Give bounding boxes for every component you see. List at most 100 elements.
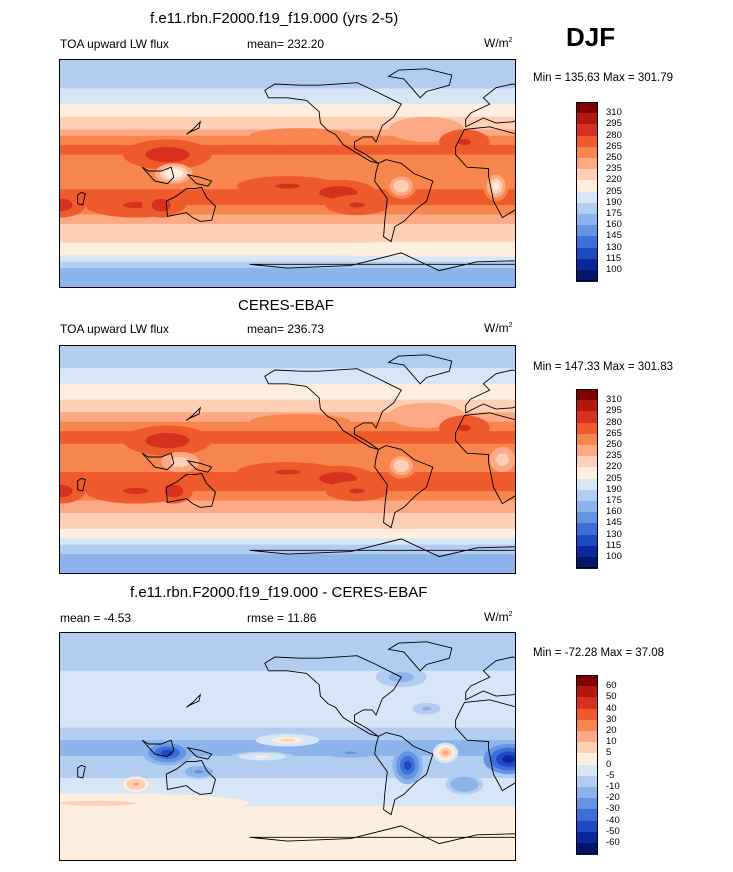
coastline — [264, 368, 402, 450]
coastlines — [77, 354, 515, 558]
lat-band — [60, 456, 515, 461]
lat-band — [60, 236, 515, 241]
lat-band — [60, 837, 515, 842]
lat-band — [60, 494, 515, 498]
colorbar-tick-label: 265 — [606, 427, 622, 439]
lat-band — [60, 377, 515, 382]
coastline — [186, 693, 202, 708]
colorbar-swatch — [576, 697, 598, 710]
lat-band — [60, 148, 515, 153]
lat-band — [60, 141, 515, 146]
colorbar-swatch — [576, 225, 598, 237]
colorbar-swatch — [576, 512, 598, 524]
lat-band — [60, 164, 515, 168]
colorbar-swatch — [576, 158, 598, 170]
colorbar-tick-label: 250 — [606, 152, 622, 163]
lat-band — [60, 220, 515, 225]
coastline — [141, 452, 175, 471]
colorbar-tick-label: 175 — [606, 208, 622, 219]
lat-band — [60, 82, 515, 86]
field-contour — [459, 781, 470, 787]
lat-band — [60, 815, 515, 820]
colorbar-swatch — [576, 400, 598, 412]
lat-band — [60, 104, 515, 108]
colorbar-tick-label: 50 — [606, 691, 617, 703]
lat-band — [60, 157, 515, 162]
field-anomalies — [60, 667, 515, 814]
lat-band — [60, 787, 515, 792]
panel-3-map — [59, 632, 516, 861]
lat-band — [60, 358, 515, 363]
lat-band — [60, 771, 515, 776]
field-contour — [161, 749, 174, 756]
panel-2-left-label: TOA upward LW flux — [60, 322, 169, 336]
colorbar-swatch — [576, 270, 598, 282]
lat-band — [60, 774, 515, 779]
colorbar-tick-label: 130 — [606, 241, 622, 253]
panel-3-center-label: rmse = 11.86 — [247, 611, 317, 625]
lat-band — [60, 116, 515, 121]
lat-band — [60, 648, 515, 653]
field-contour — [502, 755, 515, 763]
lat-band — [60, 396, 515, 401]
coastline — [387, 641, 453, 672]
lat-band — [60, 380, 515, 385]
field-contour — [492, 182, 500, 190]
colorbar-swatch — [576, 214, 598, 226]
lat-band — [60, 97, 515, 102]
coastline — [77, 764, 86, 779]
field-contour — [442, 750, 449, 756]
field-contour — [349, 488, 365, 494]
colorbar-swatch — [576, 787, 598, 799]
lat-band — [60, 173, 515, 178]
lat-band — [60, 831, 515, 836]
coastline — [264, 655, 402, 737]
coastline — [374, 159, 434, 243]
colorbar-tick-label: 175 — [606, 495, 622, 506]
lat-band — [60, 806, 515, 811]
coastline — [264, 82, 402, 164]
lat-band — [60, 491, 515, 495]
panel-3-map-plot — [60, 633, 515, 860]
panel-3-units: W/m2 — [484, 610, 513, 624]
lat-band — [60, 100, 515, 105]
lat-band — [60, 201, 515, 206]
colorbar-tick-label: -20 — [606, 792, 620, 804]
lat-band — [60, 431, 515, 435]
lat-band — [60, 686, 515, 691]
field-contour — [60, 201, 67, 209]
field-anomalies — [60, 402, 515, 504]
panel-1-minmax: Min = 135.63 Max = 301.79 — [533, 72, 674, 84]
lat-band — [60, 361, 515, 366]
lat-band — [60, 427, 515, 432]
coastline — [455, 126, 515, 219]
field-contour — [132, 782, 139, 787]
lat-band — [60, 258, 515, 263]
lat-band — [60, 528, 515, 533]
lat-band — [60, 784, 515, 789]
lat-band — [60, 195, 515, 200]
lat-band — [60, 541, 515, 546]
field-contour — [417, 412, 436, 419]
colorbar-tick-label: 30 — [606, 713, 617, 725]
lat-band — [60, 696, 515, 700]
colorbar-swatch — [576, 135, 598, 148]
panel-1-title: f.e11.rbn.F2000.f19_f19.000 (yrs 2-5) — [150, 10, 399, 27]
lat-band — [60, 126, 515, 130]
field-contour — [123, 487, 149, 495]
colorbar-tick-label: 310 — [606, 107, 622, 119]
colorbar-swatch — [576, 675, 598, 687]
lat-band — [60, 828, 515, 833]
colorbar-swatch — [576, 686, 598, 698]
colorbar-tick-label: 145 — [606, 230, 622, 242]
lat-band — [60, 355, 515, 360]
lat-band — [60, 459, 515, 464]
lat-band — [60, 63, 515, 67]
colorbar-tick-label: 235 — [606, 163, 622, 175]
lat-band — [60, 809, 515, 814]
colorbar-tick-label: 20 — [606, 725, 617, 736]
lat-band — [60, 812, 515, 817]
lat-band — [60, 450, 515, 454]
colorbar-swatch — [576, 523, 598, 536]
lat-band — [60, 547, 515, 552]
